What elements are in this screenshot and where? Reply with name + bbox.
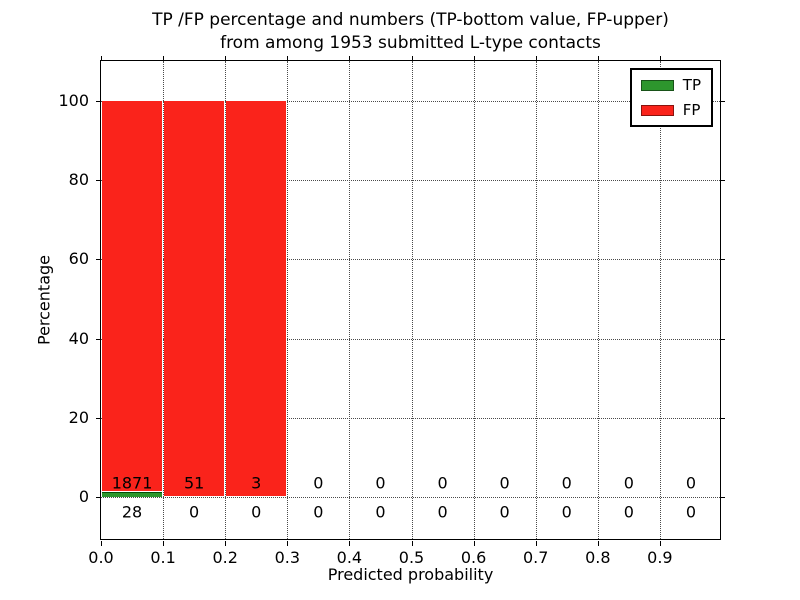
x-tick-mark-top bbox=[535, 56, 537, 61]
tp-count-label: 0 bbox=[375, 502, 386, 522]
tp-count-label: 28 bbox=[121, 502, 143, 522]
y-tick-mark-right bbox=[720, 497, 725, 499]
gridline-horizontal bbox=[101, 338, 720, 340]
x-tick-label: 0.6 bbox=[460, 548, 487, 567]
chart-title-line2: from among 1953 submitted L-type contact… bbox=[220, 33, 601, 53]
x-tick-mark-top bbox=[101, 56, 102, 61]
y-tick-mark-left bbox=[96, 497, 101, 499]
gridline-horizontal bbox=[101, 497, 720, 499]
y-tick-mark-left bbox=[96, 180, 101, 181]
plot-area: 0.0 0.1 0.2 0.3 0.4 0.5 0.6 0.7 0.8 0.9 0 20 40 60 80 1… bbox=[58, 56, 725, 567]
fp-bar-segment bbox=[164, 100, 225, 497]
x-tick-label: 0.5 bbox=[398, 548, 425, 567]
x-tick-mark-bottom bbox=[535, 541, 537, 546]
tp-legend-swatch bbox=[640, 79, 674, 91]
tp-legend-label: TP bbox=[682, 76, 701, 94]
x-tick-label: 0.8 bbox=[585, 548, 611, 567]
x-tick-mark-bottom bbox=[287, 541, 289, 546]
x-tick-mark-bottom bbox=[101, 541, 102, 546]
x-tick-label: 0.7 bbox=[522, 548, 549, 567]
y-tick-mark-left bbox=[96, 100, 101, 102]
fp-count-label: 0 bbox=[437, 473, 448, 493]
fp-bar-segment bbox=[226, 100, 287, 497]
gridline-vertical bbox=[349, 61, 351, 539]
y-tick-mark-right bbox=[720, 100, 725, 102]
fp-legend-label: FP bbox=[682, 101, 701, 119]
gridline-vertical bbox=[163, 61, 165, 539]
x-axis-label: Predicted probability bbox=[327, 565, 494, 584]
fp-count-label: 3 bbox=[251, 473, 262, 493]
legend-entry-fp: FP bbox=[640, 101, 701, 119]
y-tick-label: 60 bbox=[68, 249, 89, 269]
y-tick-mark-right bbox=[720, 418, 725, 420]
y-tick-label: 40 bbox=[68, 328, 89, 348]
x-tick-mark-top bbox=[473, 56, 475, 61]
x-tick-label: 0.9 bbox=[647, 548, 673, 567]
gridline-vertical bbox=[411, 61, 413, 539]
x-tick-mark-bottom bbox=[225, 541, 227, 546]
fp-legend-swatch bbox=[640, 104, 674, 116]
x-tick-mark-bottom bbox=[411, 541, 413, 546]
x-tick-mark-bottom bbox=[597, 541, 599, 546]
tp-count-label: 0 bbox=[561, 502, 572, 522]
tp-bar-segment bbox=[102, 491, 163, 498]
x-tick-mark-top bbox=[163, 56, 165, 61]
legend: TP FP bbox=[629, 68, 713, 127]
x-tick-mark-top bbox=[287, 56, 289, 61]
tp-count-label: 0 bbox=[313, 502, 324, 522]
tp-count-label: 0 bbox=[499, 502, 510, 522]
y-tick-mark-left bbox=[96, 259, 101, 261]
gridline-horizontal bbox=[101, 100, 720, 102]
y-tick-mark-right bbox=[720, 180, 725, 181]
fp-count-label: 0 bbox=[313, 473, 324, 493]
tp-count-label: 0 bbox=[189, 502, 200, 522]
gridline-vertical bbox=[535, 61, 537, 539]
fp-count-label: 0 bbox=[499, 473, 510, 493]
x-tick-label: 0.0 bbox=[88, 548, 114, 567]
fp-count-label: 0 bbox=[375, 473, 386, 493]
x-tick-label: 0.3 bbox=[274, 548, 301, 567]
fp-count-label: 0 bbox=[685, 473, 697, 493]
fp-count-label: 51 bbox=[183, 473, 205, 493]
tp-count-label: 0 bbox=[251, 502, 262, 522]
y-tick-mark-left bbox=[96, 338, 101, 340]
tp-count-label: 0 bbox=[685, 502, 697, 522]
fp-bar-segment bbox=[102, 100, 163, 491]
gridline-vertical bbox=[473, 61, 475, 539]
y-tick-mark-right bbox=[720, 259, 725, 261]
x-tick-mark-top bbox=[411, 56, 413, 61]
gridline-vertical bbox=[659, 61, 661, 539]
chart-title-line1: TP /FP percentage and numbers (TP-bottom… bbox=[152, 10, 669, 30]
gridline-horizontal bbox=[101, 259, 720, 261]
x-tick-mark-bottom bbox=[163, 541, 165, 546]
legend-entry-tp: TP bbox=[640, 76, 701, 94]
y-tick-mark-left bbox=[96, 418, 101, 420]
y-tick-mark-right bbox=[720, 338, 725, 340]
y-tick-label: 80 bbox=[68, 170, 89, 189]
x-tick-label: 0.2 bbox=[212, 548, 238, 567]
x-tick-mark-top bbox=[597, 56, 599, 61]
tp-count-label: 0 bbox=[623, 502, 634, 522]
fp-count-label: 0 bbox=[561, 473, 572, 493]
gridline-vertical bbox=[225, 61, 227, 539]
gridline-vertical bbox=[287, 61, 289, 539]
gridline-horizontal bbox=[101, 180, 720, 181]
gridline-horizontal bbox=[101, 418, 720, 420]
x-tick-mark-bottom bbox=[659, 541, 661, 546]
x-tick-label: 0.1 bbox=[150, 548, 176, 567]
x-tick-mark-top bbox=[225, 56, 227, 61]
x-tick-mark-bottom bbox=[349, 541, 351, 546]
y-tick-label: 0 bbox=[78, 487, 89, 507]
fp-count-label: 1871 bbox=[111, 473, 153, 493]
x-tick-mark-bottom bbox=[473, 541, 475, 546]
gridline-vertical bbox=[597, 61, 599, 539]
fp-count-label: 0 bbox=[623, 473, 634, 493]
tp-count-label: 0 bbox=[437, 502, 448, 522]
y-tick-label: 100 bbox=[58, 90, 89, 110]
x-tick-label: 0.4 bbox=[336, 548, 363, 567]
x-tick-mark-top bbox=[659, 56, 661, 61]
x-tick-mark-top bbox=[349, 56, 351, 61]
y-tick-label: 20 bbox=[68, 408, 89, 428]
